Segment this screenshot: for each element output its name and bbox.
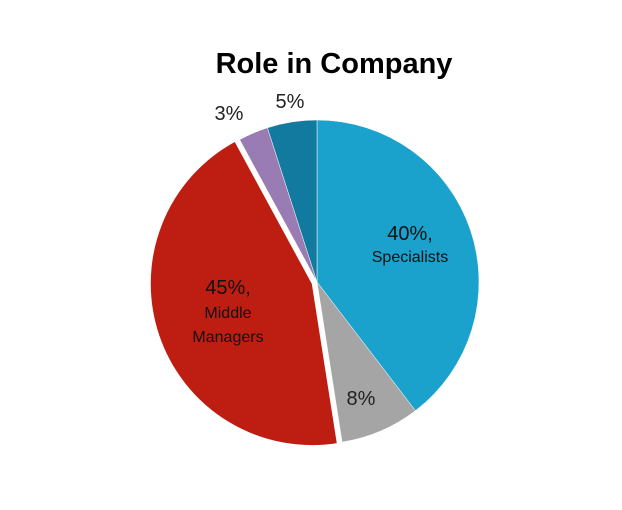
data-label: 3% — [215, 103, 244, 125]
pie-slice-middle-managers — [149, 140, 338, 447]
data-label: 40%, — [387, 223, 433, 245]
data-label: 45%, — [205, 277, 251, 299]
category-label: Middle — [204, 305, 251, 322]
category-label: Managers — [192, 329, 263, 346]
data-label: 5% — [276, 91, 305, 113]
pie-slice-specialists — [316, 119, 480, 412]
category-label: Specialists — [372, 249, 448, 266]
pie-slice — [267, 119, 318, 283]
pie-slice — [316, 281, 416, 443]
data-label: 8% — [347, 388, 376, 410]
chart-title: Role in Company — [216, 48, 453, 80]
